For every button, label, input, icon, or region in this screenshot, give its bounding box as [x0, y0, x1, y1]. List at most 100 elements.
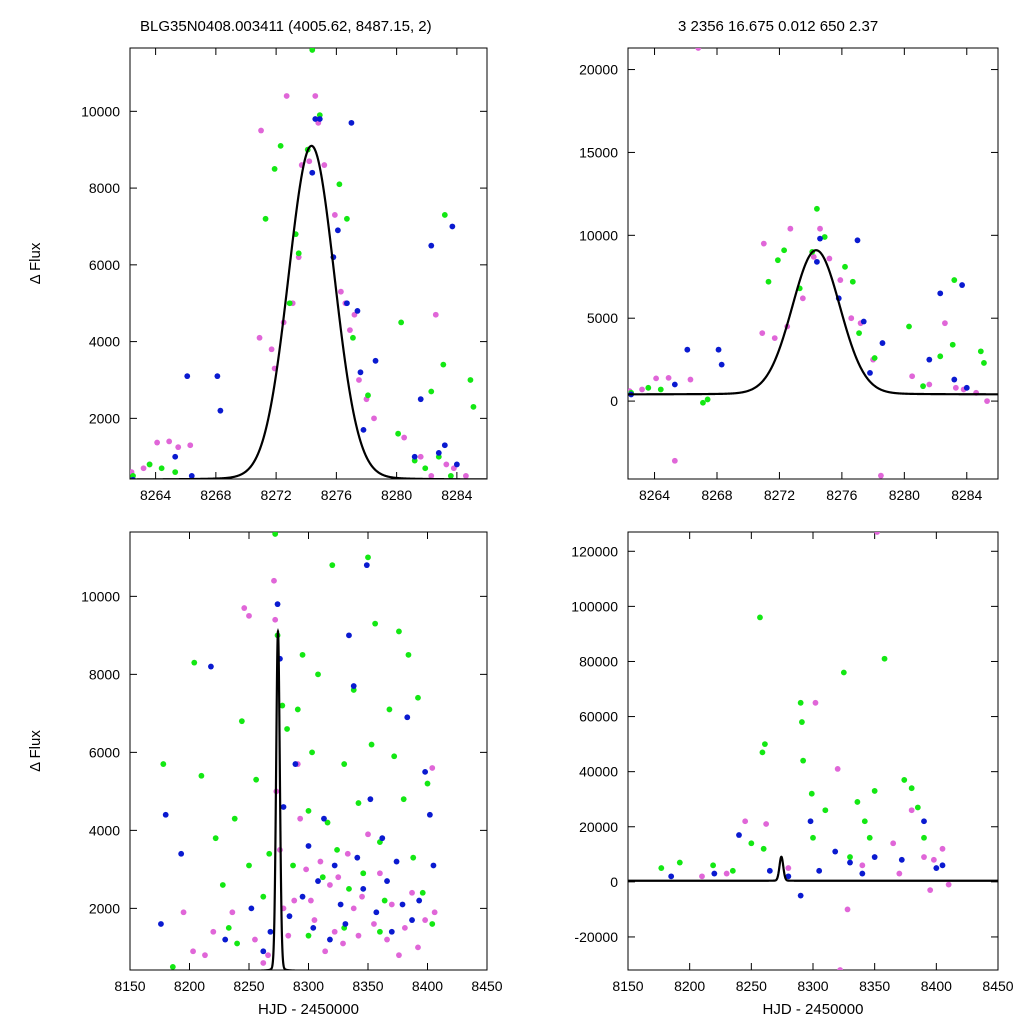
- x-tick-label: 8276: [321, 487, 352, 503]
- data-point-pink: [844, 906, 851, 913]
- data-point-pink: [952, 384, 959, 391]
- data-point-green: [467, 377, 474, 383]
- data-point-green: [299, 651, 306, 658]
- data-point-pink: [759, 330, 766, 337]
- data-point-pink: [258, 127, 264, 134]
- x-tick-label: 8272: [764, 487, 795, 503]
- data-point-pink: [210, 928, 217, 935]
- plot-frame: [627, 531, 999, 971]
- data-point-pink: [166, 438, 173, 445]
- data-point-blue: [260, 948, 267, 955]
- data-points: [628, 48, 990, 479]
- data-point-green: [172, 469, 179, 475]
- data-point-green: [447, 473, 454, 479]
- data-point-blue: [388, 928, 395, 935]
- data-point-green: [324, 819, 331, 826]
- data-point-blue: [130, 476, 136, 479]
- data-point-green: [253, 776, 260, 783]
- data-point-green: [381, 897, 388, 904]
- data-point-green: [386, 706, 393, 713]
- data-point-blue: [718, 361, 725, 368]
- data-point-pink: [283, 93, 290, 99]
- data-point-pink: [687, 376, 694, 383]
- data-point-green: [800, 757, 807, 764]
- y-tick-label: 100000: [571, 598, 618, 614]
- data-point-green: [856, 330, 862, 337]
- data-points: [130, 48, 477, 479]
- data-point-pink: [190, 948, 196, 955]
- data-point-pink: [355, 932, 362, 939]
- data-point-green: [319, 874, 326, 881]
- data-point-blue: [926, 356, 933, 363]
- data-point-blue: [937, 290, 944, 297]
- data-point-green: [344, 215, 350, 222]
- data-point-pink: [268, 346, 275, 353]
- data-point-pink: [812, 699, 819, 706]
- data-point-green: [842, 263, 848, 270]
- data-point-green: [355, 800, 362, 806]
- data-point-blue: [188, 473, 195, 479]
- data-point-pink: [909, 373, 916, 380]
- data-point-pink: [848, 315, 855, 322]
- data-point-green: [914, 804, 921, 811]
- data-point-green: [272, 532, 279, 537]
- data-point-blue: [309, 169, 316, 176]
- data-point-blue: [404, 714, 411, 721]
- data-point-pink: [415, 944, 421, 951]
- data-point-pink: [202, 952, 208, 959]
- data-point-blue: [449, 223, 456, 230]
- data-point-green: [346, 885, 352, 892]
- data-point-green: [279, 702, 286, 709]
- data-point-green: [470, 403, 477, 410]
- data-point-pink: [431, 909, 438, 916]
- x-tick-label: 8200: [674, 978, 705, 994]
- data-point-blue: [715, 346, 722, 353]
- y-tick-label: 10000: [81, 588, 120, 604]
- data-point-blue: [334, 227, 341, 234]
- data-point-green: [271, 165, 278, 172]
- data-point-blue: [178, 850, 185, 857]
- data-point-green: [368, 741, 375, 748]
- data-point-green: [881, 655, 888, 662]
- data-point-blue: [933, 865, 940, 871]
- data-point-blue: [248, 905, 255, 912]
- data-point-blue: [898, 856, 905, 863]
- y-tick-label: 15000: [579, 144, 618, 160]
- data-point-blue: [959, 282, 965, 288]
- data-point-green: [262, 215, 269, 222]
- data-point-green: [821, 234, 828, 240]
- data-point-pink: [307, 897, 314, 904]
- data-point-green: [658, 865, 665, 871]
- panel-bottom-right: 8150 8200 8250 8300 8350 8400 8450 -20000 0 20000…: [571, 531, 1014, 1018]
- data-point-blue: [671, 381, 678, 388]
- plot-frame: [129, 531, 488, 971]
- data-point-green: [341, 761, 348, 767]
- data-point-green: [284, 726, 290, 732]
- data-point-green: [315, 671, 321, 678]
- data-point-green: [951, 277, 958, 283]
- model-curve: [130, 144, 487, 479]
- data-point-green: [759, 749, 766, 756]
- data-point-pink: [859, 862, 866, 869]
- data-point-green: [429, 921, 436, 927]
- data-point-green: [871, 788, 878, 794]
- data-point-blue: [222, 936, 229, 943]
- data-point-blue: [357, 369, 364, 376]
- data-point-green: [645, 384, 652, 391]
- data-point-green: [225, 924, 232, 931]
- data-point-blue: [305, 843, 312, 849]
- x-tick-label: 8200: [174, 978, 205, 994]
- data-point-blue: [354, 307, 361, 314]
- data-point-blue: [854, 237, 861, 244]
- panel-top-left: 8264 8268 8272 8276 8280 8284 2000 4000 6000 8000…: [27, 47, 488, 503]
- data-point-green: [704, 396, 711, 403]
- data-point-blue: [363, 562, 370, 569]
- y-tick-label: 8000: [89, 180, 120, 196]
- data-point-green: [350, 334, 356, 341]
- data-point-blue: [384, 878, 390, 884]
- data-point-pink: [327, 882, 333, 888]
- data-point-pink: [422, 917, 429, 923]
- data-point-blue: [310, 924, 317, 931]
- x-tick-label: 8350: [352, 978, 383, 994]
- data-point-blue: [286, 913, 293, 920]
